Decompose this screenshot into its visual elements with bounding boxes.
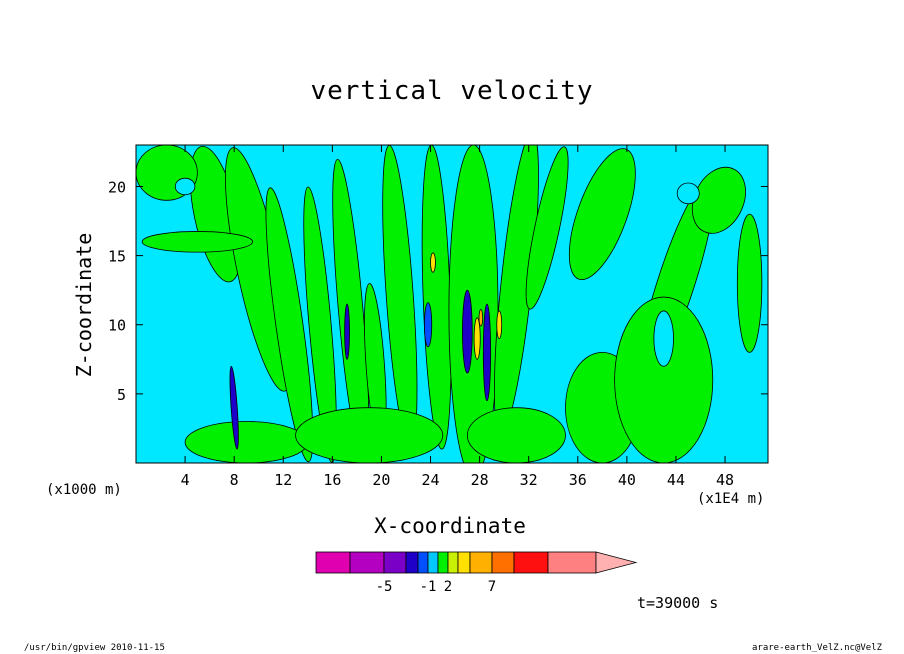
y-axis: 5 10 15 20	[108, 178, 768, 404]
colorbar: -5 -1 2 7	[315, 551, 638, 595]
y-tick-label: 20	[108, 178, 126, 196]
contour-region-yellow	[496, 310, 503, 339]
footer-file-variable: arare-earth_VelZ.nc@VelZ	[752, 643, 883, 653]
colorbar-box	[349, 551, 385, 574]
contour-region-darkblue	[229, 365, 239, 450]
contour-fields	[136, 145, 763, 463]
y-tick-label: 15	[108, 248, 126, 266]
colorbar-box	[447, 551, 459, 574]
contour-region-green	[141, 231, 253, 253]
contour-region-orange	[478, 309, 484, 327]
colorbar-box	[457, 551, 471, 574]
x-tick-label: 4	[181, 471, 190, 489]
y-tick-label: 5	[117, 386, 126, 404]
contour-region-darkblue	[344, 303, 350, 360]
x-axis: 4 8 12 16 20 24 28 32 36 40 44 48	[181, 145, 734, 489]
x-tick-label: 44	[667, 471, 685, 489]
contour-region-darkblue	[462, 289, 473, 374]
time-label: t=39000 s	[637, 594, 719, 612]
x-unit-left: (x1000 m)	[46, 482, 122, 498]
contour-region-cyan	[676, 182, 700, 205]
x-tick-label: 12	[274, 471, 292, 489]
contour-region-cyan	[653, 310, 674, 367]
contour-region-green	[525, 146, 569, 310]
contour-region-green	[184, 421, 309, 463]
colorbar-tick-label: 7	[488, 579, 496, 595]
x-tick-label: 8	[230, 471, 239, 489]
x-tick-label: 40	[618, 471, 636, 489]
y-tick-label: 10	[108, 317, 126, 335]
x-tick-label: 24	[421, 471, 439, 489]
x-tick-label: 20	[372, 471, 390, 489]
x-tick-label: 36	[569, 471, 587, 489]
contour-region-yellow	[430, 252, 436, 273]
colorbar-box	[437, 551, 449, 574]
x-tick-label: 16	[323, 471, 341, 489]
colorbar-box	[315, 551, 351, 574]
contour-region-cyan	[174, 177, 196, 196]
colorbar-tick-label: -5	[376, 579, 393, 595]
footer-program-date: /usr/bin/gpview 2010-11-15	[24, 643, 165, 653]
contour-region-darkblue	[482, 303, 492, 402]
x-unit-right: (x1E4 m)	[697, 491, 765, 507]
contour-region-green	[568, 148, 636, 281]
colorbar-box	[417, 551, 429, 574]
contour-region-green	[466, 407, 566, 463]
contour-region-blue	[423, 302, 433, 348]
x-tick-label: 32	[520, 471, 538, 489]
x-axis-label: X-coordinate	[374, 514, 526, 538]
chart-title: vertical velocity	[310, 76, 594, 106]
colorbar-extend-arrow	[595, 551, 638, 574]
colorbar-box	[383, 551, 407, 574]
contour-region-yellow	[473, 317, 481, 360]
contour-region-green	[295, 407, 444, 463]
colorbar-box	[547, 551, 597, 574]
colorbar-box	[405, 551, 419, 574]
contour-region-green	[614, 296, 714, 463]
x-tick-label: 28	[471, 471, 489, 489]
colorbar-box	[427, 551, 439, 574]
colorbar-box	[469, 551, 493, 574]
colorbar-tick-label: -1	[420, 579, 437, 595]
y-axis-label: Z-coordinate	[72, 232, 96, 378]
contour-region-green	[265, 187, 314, 463]
colorbar-tick-label: 2	[444, 579, 452, 595]
colorbar-box	[491, 551, 515, 574]
plot-frame	[135, 144, 769, 464]
contour-region-green	[736, 213, 763, 353]
colorbar-box	[513, 551, 549, 574]
x-tick-label: 48	[716, 471, 734, 489]
